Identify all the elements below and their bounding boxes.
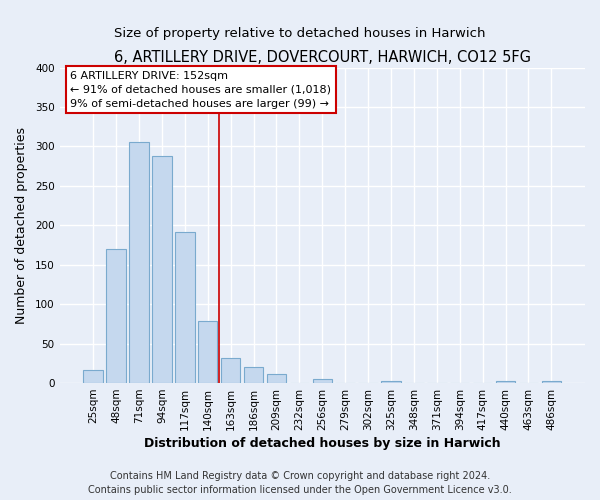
Bar [152,156,172,383]
X-axis label: Distribution of detached houses by size in Harwich: Distribution of detached houses by size … [144,437,500,450]
Text: Size of property relative to detached houses in Harwich: Size of property relative to detached ho… [114,28,486,40]
Bar [313,379,332,383]
Bar [244,368,263,383]
Text: 6 ARTILLERY DRIVE: 152sqm
← 91% of detached houses are smaller (1,018)
9% of sem: 6 ARTILLERY DRIVE: 152sqm ← 91% of detac… [70,70,331,108]
Bar [106,249,126,383]
Bar [496,382,515,383]
Bar [83,370,103,383]
Y-axis label: Number of detached properties: Number of detached properties [15,127,28,324]
Bar [542,382,561,383]
Bar [198,321,217,383]
Title: 6, ARTILLERY DRIVE, DOVERCOURT, HARWICH, CO12 5FG: 6, ARTILLERY DRIVE, DOVERCOURT, HARWICH,… [114,50,531,65]
Bar [175,232,194,383]
Text: Contains HM Land Registry data © Crown copyright and database right 2024.
Contai: Contains HM Land Registry data © Crown c… [88,471,512,495]
Bar [381,380,401,383]
Bar [267,374,286,383]
Bar [129,142,149,383]
Bar [221,358,241,383]
